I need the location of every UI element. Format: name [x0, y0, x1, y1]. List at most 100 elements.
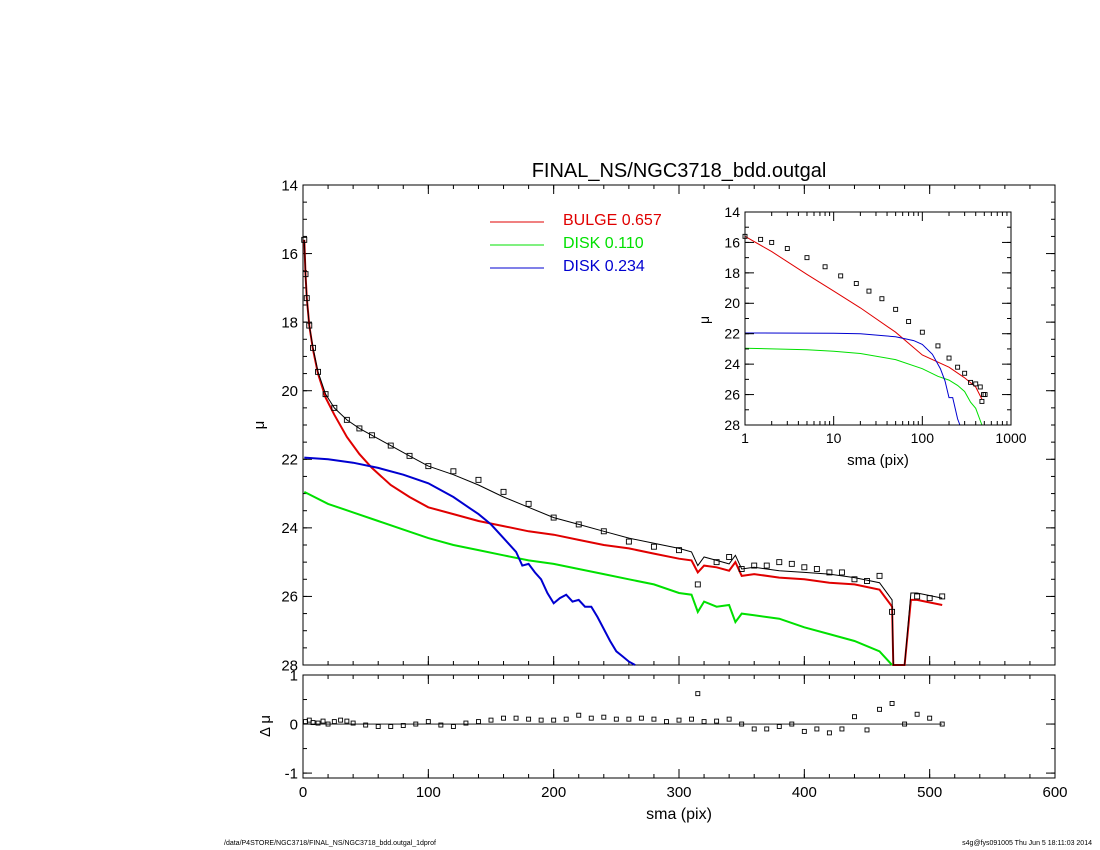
data-marker-4: [804, 255, 810, 261]
y-tick-label: 14: [281, 177, 298, 194]
x-tick-label: 1: [741, 430, 749, 446]
residual-marker-39: [714, 718, 720, 724]
data-marker-12: [406, 452, 413, 459]
residual-marker-29: [601, 714, 607, 720]
data-marker-15: [475, 476, 482, 483]
residual-marker-22: [513, 715, 519, 721]
residual-marker-37: [695, 691, 701, 697]
data-marker-34: [826, 569, 833, 576]
y-tick-label: 16: [724, 234, 740, 250]
residual-marker-14: [413, 721, 419, 727]
disk-line-1: [744, 347, 983, 426]
data-marker-38: [876, 572, 883, 579]
x-tick-label: 500: [917, 784, 942, 801]
legend-label-0: BULGE 0.657: [563, 212, 662, 229]
data-marker-3: [306, 322, 313, 329]
chart-title: FINAL_NS/NGC3718_bdd.outgal: [532, 160, 827, 182]
data-marker-31: [788, 560, 795, 567]
residual-marker-27: [576, 712, 582, 718]
y-tick-label: 26: [281, 589, 298, 606]
y-tick-label: 22: [724, 326, 740, 342]
data-marker-7: [331, 404, 338, 411]
y-tick-label: 16: [281, 246, 298, 263]
residual-marker-43: [764, 726, 770, 732]
x-tick-label: 600: [1042, 784, 1067, 801]
data-marker-41: [926, 595, 933, 602]
y-tick-label: 24: [281, 520, 298, 537]
disk-line-2: [744, 332, 961, 426]
data-marker-23: [676, 547, 682, 554]
data-marker-22: [650, 543, 657, 550]
residual-marker-35: [676, 717, 682, 723]
bulge-line-0: [303, 239, 943, 666]
y-tick-label: 28: [281, 657, 298, 674]
data-marker-5: [315, 368, 321, 375]
residual-marker-40: [726, 716, 732, 722]
data-marker-14: [946, 355, 952, 361]
residual-marker-56: [927, 715, 933, 721]
residual-y-label: Δ μ: [257, 715, 274, 737]
data-marker-14: [450, 468, 457, 475]
residual-marker-48: [826, 730, 832, 736]
residual-marker-57: [939, 721, 945, 727]
data-marker-11: [906, 319, 912, 324]
data-marker-6: [322, 391, 329, 398]
inset-panel: 1 10 100 1000 14 16 18 20 22 24 26 28 μ sma (pix): [696, 204, 1027, 469]
data-marker-20: [600, 528, 607, 535]
footer-stamp: s4g@fys091005 Thu Jun 5 18:11:03 2014: [962, 840, 1092, 847]
data-marker-22: [982, 392, 988, 398]
data-marker-6: [838, 273, 844, 279]
residual-marker-19: [476, 719, 481, 725]
residual-marker-23: [526, 716, 532, 722]
residual-marker-15: [425, 719, 431, 725]
residual-marker-34: [664, 719, 669, 725]
data-marker-16: [962, 370, 968, 376]
residual-marker-44: [776, 724, 782, 729]
main-series: [301, 236, 946, 666]
data-marker-8: [343, 416, 350, 423]
data-marker-13: [935, 343, 941, 349]
data-marker-16: [500, 488, 507, 495]
y-tick-label: 22: [281, 452, 298, 469]
data-marker-35: [838, 569, 845, 576]
x-tick-label: 1000: [995, 430, 1026, 446]
inset-background: [745, 212, 1011, 425]
residual-marker-6: [331, 719, 337, 725]
data-marker-11: [387, 442, 394, 449]
data-marker-27: [738, 566, 745, 572]
data-marker-8: [866, 288, 872, 294]
y-tick-label: -1: [285, 765, 298, 782]
data-marker-13: [425, 463, 432, 470]
data-marker-9: [879, 296, 885, 302]
y-tick-label: 18: [281, 314, 298, 331]
data-marker-40: [914, 593, 921, 600]
residual-marker-46: [801, 728, 807, 734]
inset-ticks: 1 10 100 1000 14 16 18 20 22 24 26 28: [724, 204, 1026, 446]
residual-marker-50: [852, 714, 857, 720]
y-tick-label: 20: [281, 383, 298, 400]
residual-marker-30: [613, 716, 619, 722]
residual-marker-5: [325, 721, 331, 727]
y-tick-label: 24: [724, 356, 740, 372]
data-marker-33: [813, 566, 820, 572]
residual-marker-53: [889, 700, 895, 706]
data-marker-3: [784, 246, 790, 251]
x-tick-label: 300: [666, 784, 691, 801]
inset-x-label: sma (pix): [847, 452, 909, 469]
residual-marker-24: [538, 717, 544, 723]
data-marker-1: [758, 236, 764, 242]
residual-marker-4: [320, 718, 326, 724]
x-tick-label: 0: [299, 784, 307, 801]
main-ticks: 14 16 18 20 22 24 26 28: [281, 177, 1056, 674]
residual-marker-12: [388, 724, 394, 729]
legend: BULGE 0.657 DISK 0.110 DISK 0.234: [490, 212, 662, 275]
y-tick-label: 20: [724, 295, 740, 311]
residual-series: [303, 691, 945, 736]
data-marker-29: [763, 562, 770, 569]
residual-marker-31: [626, 716, 632, 722]
residual-marker-16: [438, 722, 444, 728]
residual-marker-13: [400, 723, 406, 728]
